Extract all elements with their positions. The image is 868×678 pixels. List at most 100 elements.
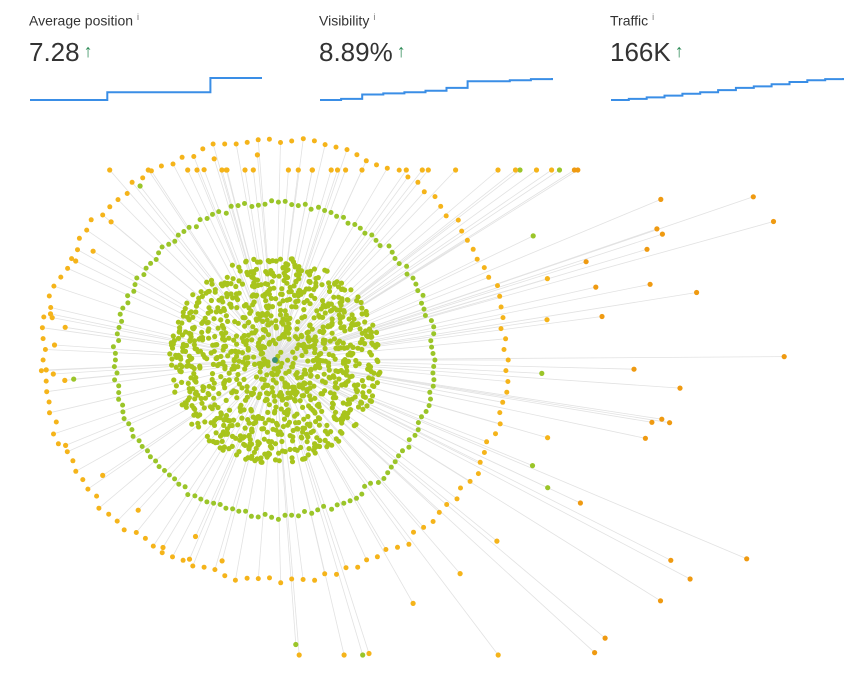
graph-node[interactable]: [694, 289, 700, 296]
graph-node[interactable]: [266, 451, 273, 457]
graph-node[interactable]: [171, 377, 177, 383]
graph-node[interactable]: [345, 220, 351, 226]
graph-node[interactable]: [296, 513, 301, 519]
graph-node[interactable]: [236, 264, 242, 270]
graph-node[interactable]: [63, 442, 69, 448]
graph-node[interactable]: [51, 431, 56, 437]
graph-node[interactable]: [47, 311, 54, 317]
graph-node[interactable]: [223, 397, 229, 403]
graph-node[interactable]: [264, 305, 270, 311]
graph-node[interactable]: [191, 324, 197, 331]
graph-node[interactable]: [386, 243, 392, 249]
graph-node[interactable]: [340, 314, 346, 320]
graph-node[interactable]: [331, 336, 338, 342]
graph-node[interactable]: [41, 314, 47, 320]
graph-node[interactable]: [396, 167, 402, 173]
graph-node[interactable]: [231, 337, 237, 343]
graph-node[interactable]: [366, 362, 372, 368]
graph-node[interactable]: [377, 243, 383, 249]
graph-node[interactable]: [307, 423, 313, 429]
graph-node[interactable]: [443, 213, 449, 219]
graph-node[interactable]: [235, 371, 241, 378]
graph-node[interactable]: [223, 505, 229, 511]
graph-node[interactable]: [262, 398, 268, 404]
graph-node[interactable]: [331, 294, 337, 300]
graph-node[interactable]: [406, 541, 412, 547]
graph-node[interactable]: [248, 406, 254, 413]
graph-node[interactable]: [249, 337, 255, 343]
graph-node[interactable]: [199, 400, 205, 406]
graph-node[interactable]: [419, 300, 424, 306]
graph-node[interactable]: [302, 509, 307, 514]
graph-node[interactable]: [276, 450, 282, 456]
graph-node[interactable]: [236, 278, 242, 284]
graph-node[interactable]: [279, 286, 285, 292]
graph-node[interactable]: [307, 393, 313, 399]
graph-node[interactable]: [186, 395, 192, 401]
graph-node[interactable]: [231, 358, 237, 364]
graph-node[interactable]: [505, 379, 511, 384]
graph-node[interactable]: [147, 454, 153, 460]
graph-node[interactable]: [311, 138, 317, 144]
graph-node[interactable]: [269, 198, 275, 204]
graph-node[interactable]: [287, 296, 293, 302]
graph-node[interactable]: [497, 421, 503, 427]
graph-node[interactable]: [210, 385, 216, 391]
graph-node[interactable]: [305, 358, 311, 364]
graph-node[interactable]: [228, 203, 234, 209]
graph-node[interactable]: [223, 210, 229, 216]
graph-node[interactable]: [593, 284, 599, 290]
graph-node[interactable]: [175, 232, 181, 238]
graph-node[interactable]: [287, 284, 293, 290]
graph-node[interactable]: [345, 410, 351, 416]
graph-node[interactable]: [280, 321, 286, 327]
graph-node[interactable]: [266, 136, 272, 142]
graph-node[interactable]: [351, 316, 357, 322]
graph-node[interactable]: [219, 322, 225, 329]
graph-node[interactable]: [180, 557, 186, 563]
graph-node[interactable]: [198, 335, 204, 341]
graph-node[interactable]: [112, 377, 118, 383]
graph-node[interactable]: [289, 512, 295, 518]
graph-node[interactable]: [306, 336, 312, 342]
graph-node[interactable]: [306, 446, 312, 452]
graph-node[interactable]: [245, 354, 251, 361]
graph-node[interactable]: [428, 396, 433, 402]
graph-node[interactable]: [406, 444, 412, 450]
graph-node[interactable]: [224, 426, 230, 432]
graph-node[interactable]: [269, 279, 275, 285]
graph-node[interactable]: [321, 328, 327, 334]
graph-node[interactable]: [110, 344, 116, 350]
graph-node[interactable]: [106, 511, 112, 517]
graph-node[interactable]: [214, 415, 220, 422]
graph-node[interactable]: [259, 426, 265, 432]
graph-node[interactable]: [175, 335, 182, 341]
graph-node[interactable]: [375, 371, 381, 378]
graph-node[interactable]: [644, 246, 650, 252]
graph-node[interactable]: [208, 420, 214, 426]
graph-node[interactable]: [277, 312, 284, 318]
graph-node[interactable]: [295, 375, 301, 381]
graph-node[interactable]: [321, 503, 327, 509]
graph-node[interactable]: [343, 565, 349, 571]
graph-node[interactable]: [125, 293, 131, 299]
graph-node[interactable]: [411, 529, 416, 535]
graph-node[interactable]: [432, 357, 438, 363]
graph-node[interactable]: [320, 324, 326, 330]
graph-node[interactable]: [341, 214, 346, 220]
graph-node[interactable]: [353, 357, 359, 364]
graph-node[interactable]: [400, 448, 405, 454]
graph-node[interactable]: [319, 282, 325, 288]
graph-node[interactable]: [237, 433, 243, 439]
graph-node[interactable]: [354, 389, 360, 395]
graph-node[interactable]: [332, 356, 338, 362]
graph-node[interactable]: [274, 422, 280, 428]
graph-node[interactable]: [334, 417, 340, 423]
graph-node[interactable]: [339, 430, 345, 436]
graph-node[interactable]: [369, 334, 375, 340]
graph-node[interactable]: [360, 383, 367, 389]
graph-node[interactable]: [315, 443, 321, 449]
graph-node[interactable]: [241, 434, 247, 440]
graph-node[interactable]: [212, 289, 218, 295]
graph-node[interactable]: [281, 416, 288, 422]
